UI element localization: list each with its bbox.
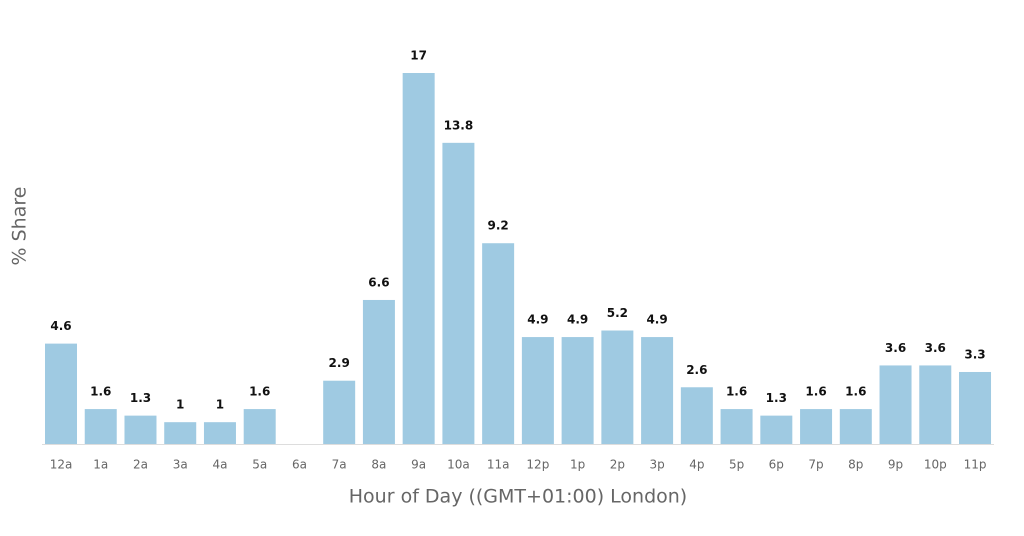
bar bbox=[879, 365, 912, 444]
value-label: 5.2 bbox=[607, 306, 628, 320]
value-label: 1 bbox=[216, 398, 224, 412]
value-label: 4.9 bbox=[527, 313, 548, 327]
x-axis-title: Hour of Day ((GMT+01:00) London) bbox=[349, 486, 687, 508]
bar bbox=[482, 243, 515, 444]
value-label: 2.6 bbox=[686, 363, 707, 377]
value-label: 9.2 bbox=[488, 219, 509, 233]
value-label: 1.3 bbox=[766, 391, 787, 405]
x-tick-label: 8p bbox=[848, 458, 863, 472]
x-tick-label: 4a bbox=[212, 458, 227, 472]
bar bbox=[124, 415, 157, 444]
bar bbox=[720, 409, 753, 444]
bar bbox=[243, 409, 276, 444]
bar bbox=[919, 365, 952, 444]
value-label: 1.6 bbox=[90, 385, 111, 399]
x-tick-label: 5p bbox=[729, 458, 744, 472]
x-tick-label: 1p bbox=[570, 458, 585, 472]
value-label: 3.6 bbox=[885, 341, 906, 355]
bar bbox=[601, 330, 634, 444]
x-tick-label: 8a bbox=[371, 458, 386, 472]
bar bbox=[959, 371, 992, 444]
bar bbox=[362, 299, 395, 444]
bar bbox=[84, 409, 117, 444]
x-tick-label: 9p bbox=[888, 458, 903, 472]
x-tick-label: 4p bbox=[689, 458, 704, 472]
x-tick-label: 9a bbox=[411, 458, 426, 472]
value-label: 1.6 bbox=[845, 385, 866, 399]
value-label: 13.8 bbox=[444, 118, 474, 132]
bar bbox=[760, 415, 793, 444]
bar bbox=[839, 409, 872, 444]
value-label: 1.3 bbox=[130, 391, 151, 405]
bar bbox=[641, 337, 674, 444]
x-tick-label: 5a bbox=[252, 458, 267, 472]
x-tick-label: 6a bbox=[292, 458, 307, 472]
value-label: 1.6 bbox=[726, 385, 747, 399]
value-label: 3.3 bbox=[964, 347, 985, 361]
bar bbox=[800, 409, 833, 444]
x-tick-label: 11p bbox=[964, 458, 987, 472]
value-label: 6.6 bbox=[368, 275, 389, 289]
x-tick-label: 10p bbox=[924, 458, 947, 472]
bar bbox=[402, 73, 435, 444]
x-tick-label: 1a bbox=[93, 458, 108, 472]
bar bbox=[561, 337, 594, 444]
bar bbox=[203, 422, 236, 444]
bar bbox=[680, 387, 713, 444]
x-tick-label: 3a bbox=[173, 458, 188, 472]
value-label: 4.6 bbox=[50, 319, 71, 333]
value-label: 1.6 bbox=[805, 385, 826, 399]
x-tick-label: 12a bbox=[50, 458, 73, 472]
value-label: 1 bbox=[176, 398, 184, 412]
bar bbox=[521, 337, 554, 444]
bar bbox=[45, 343, 77, 444]
bar bbox=[323, 380, 356, 444]
x-tick-label: 12p bbox=[526, 458, 549, 472]
y-axis-title: % Share bbox=[9, 187, 31, 266]
value-label: 2.9 bbox=[329, 356, 350, 370]
x-tick-label: 11a bbox=[487, 458, 510, 472]
x-tick-label: 10a bbox=[447, 458, 470, 472]
value-label: 4.9 bbox=[567, 313, 588, 327]
x-tick-label: 2a bbox=[133, 458, 148, 472]
value-label: 4.9 bbox=[646, 313, 667, 327]
bar bbox=[442, 142, 475, 444]
x-tick-label: 7a bbox=[332, 458, 347, 472]
x-tick-label: 6p bbox=[769, 458, 784, 472]
value-label: 3.6 bbox=[925, 341, 946, 355]
value-label: 17 bbox=[410, 49, 427, 63]
x-tick-label: 2p bbox=[610, 458, 625, 472]
x-tick-label: 3p bbox=[649, 458, 664, 472]
x-tick-label: 7p bbox=[808, 458, 823, 472]
bar bbox=[164, 422, 197, 444]
value-label: 1.6 bbox=[249, 385, 270, 399]
